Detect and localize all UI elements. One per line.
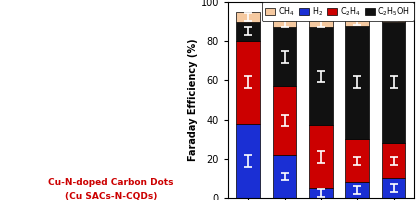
Bar [273, 155, 296, 198]
Bar [237, 124, 260, 198]
Text: Cu-N-doped Carbon Dots: Cu-N-doped Carbon Dots [48, 178, 174, 187]
Bar [309, 125, 333, 188]
Bar [382, 178, 405, 198]
Bar [309, 188, 333, 198]
Y-axis label: Faraday Efficiency (%): Faraday Efficiency (%) [188, 39, 198, 161]
Bar [273, 27, 296, 86]
Bar [345, 139, 369, 182]
Bar [237, 41, 260, 124]
FancyBboxPatch shape [15, 6, 207, 174]
Bar [237, 22, 260, 41]
Bar [345, 182, 369, 198]
Bar [345, 16, 369, 26]
Bar [382, 12, 405, 22]
Bar [273, 86, 296, 155]
Bar [309, 18, 333, 27]
Bar [273, 18, 296, 27]
Bar [382, 22, 405, 143]
Bar [309, 27, 333, 125]
Text: (Cu SACs-N-CQDs): (Cu SACs-N-CQDs) [65, 192, 157, 200]
Bar [345, 26, 369, 139]
Bar [237, 12, 260, 22]
Bar [382, 143, 405, 178]
Legend: CH$_4$, H$_2$, C$_2$H$_4$, C$_2$H$_5$OH: CH$_4$, H$_2$, C$_2$H$_4$, C$_2$H$_5$OH [262, 2, 413, 21]
